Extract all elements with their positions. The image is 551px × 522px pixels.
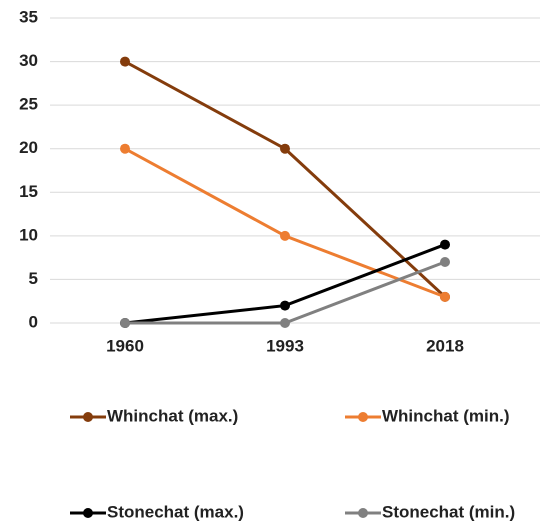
data-point xyxy=(120,318,130,328)
y-tick-label: 30 xyxy=(19,51,38,70)
series-line xyxy=(124,243,446,325)
data-point xyxy=(120,56,130,67)
data-point xyxy=(280,230,290,241)
y-tick-label: 25 xyxy=(19,95,38,114)
legend-label: Whinchat (max.) xyxy=(107,406,238,425)
legend-label: Stonechat (min.) xyxy=(382,502,515,521)
data-point xyxy=(440,239,450,250)
legend-marker xyxy=(358,508,368,518)
data-point xyxy=(280,300,290,311)
legend-label: Whinchat (min.) xyxy=(382,406,509,425)
data-point xyxy=(440,291,450,302)
x-tick-label: 1993 xyxy=(266,336,304,355)
series-line xyxy=(125,260,446,325)
y-tick-label: 10 xyxy=(19,225,38,244)
y-tick-label: 35 xyxy=(19,7,38,26)
legend-marker xyxy=(83,508,93,518)
data-point xyxy=(120,143,130,154)
y-tick-label: 15 xyxy=(19,182,38,201)
data-point xyxy=(280,318,290,328)
legend-marker xyxy=(358,412,368,422)
x-tick-label: 1960 xyxy=(106,336,144,355)
legend-marker xyxy=(83,412,93,422)
y-tick-label: 0 xyxy=(29,312,38,331)
data-point xyxy=(440,257,450,267)
series-line xyxy=(124,147,446,299)
y-tick-label: 5 xyxy=(29,269,38,288)
x-tick-label: 2018 xyxy=(426,336,464,355)
y-tick-label: 20 xyxy=(19,138,38,157)
data-point xyxy=(280,143,290,154)
legend-label: Stonechat (max.) xyxy=(107,502,244,521)
